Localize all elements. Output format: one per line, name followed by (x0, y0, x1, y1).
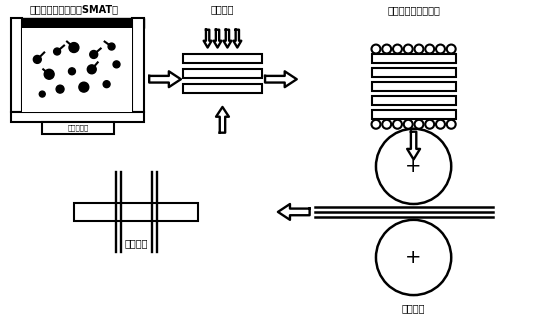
Circle shape (103, 81, 110, 88)
Circle shape (108, 43, 115, 50)
Circle shape (382, 44, 391, 54)
Circle shape (382, 120, 391, 129)
Circle shape (425, 44, 434, 54)
Circle shape (376, 220, 451, 295)
Text: 振动发生器: 振动发生器 (67, 124, 89, 131)
Circle shape (393, 44, 402, 54)
Polygon shape (149, 71, 181, 87)
Circle shape (56, 85, 64, 93)
Circle shape (79, 82, 89, 92)
Text: 表面机械研磨处理（SMAT）: 表面机械研磨处理（SMAT） (29, 4, 118, 14)
Circle shape (414, 44, 424, 54)
Polygon shape (265, 71, 297, 87)
Circle shape (436, 120, 445, 129)
Circle shape (425, 120, 434, 129)
Circle shape (393, 120, 402, 129)
Text: 切分三块: 切分三块 (124, 239, 148, 249)
Polygon shape (233, 30, 241, 48)
Circle shape (69, 43, 79, 53)
Circle shape (414, 120, 424, 129)
Bar (372, 110, 456, 119)
Bar (22, 28, 133, 112)
Polygon shape (216, 107, 229, 133)
Bar (183, 84, 262, 93)
Bar (75, 203, 198, 221)
Bar (11, 112, 144, 122)
Bar (42, 122, 114, 134)
Circle shape (34, 55, 41, 63)
Text: 堆叠固定及保温处理: 堆叠固定及保温处理 (387, 5, 440, 15)
Bar (133, 18, 144, 112)
Circle shape (372, 120, 380, 129)
Circle shape (436, 44, 445, 54)
Bar (372, 96, 456, 105)
Bar (183, 54, 262, 63)
Text: 表面清理: 表面清理 (211, 4, 234, 14)
Polygon shape (278, 204, 309, 220)
Circle shape (447, 120, 456, 129)
Circle shape (44, 69, 54, 79)
Bar (11, 18, 22, 112)
Circle shape (376, 129, 451, 204)
Circle shape (87, 65, 96, 74)
Bar (372, 54, 456, 63)
Circle shape (90, 50, 98, 58)
Text: 累积叠轧: 累积叠轧 (402, 303, 425, 313)
Bar (372, 82, 456, 91)
Circle shape (39, 91, 45, 97)
Circle shape (404, 44, 413, 54)
Text: +: + (405, 248, 422, 267)
Circle shape (447, 44, 456, 54)
Circle shape (404, 120, 413, 129)
Polygon shape (214, 30, 221, 48)
Polygon shape (223, 30, 232, 48)
Polygon shape (407, 132, 420, 159)
Text: +: + (405, 157, 422, 176)
Circle shape (69, 68, 75, 75)
Bar (183, 69, 262, 78)
Circle shape (54, 48, 61, 55)
Circle shape (372, 44, 380, 54)
Bar (11, 18, 144, 28)
Bar (372, 68, 456, 77)
Circle shape (113, 61, 120, 68)
Polygon shape (203, 30, 212, 48)
